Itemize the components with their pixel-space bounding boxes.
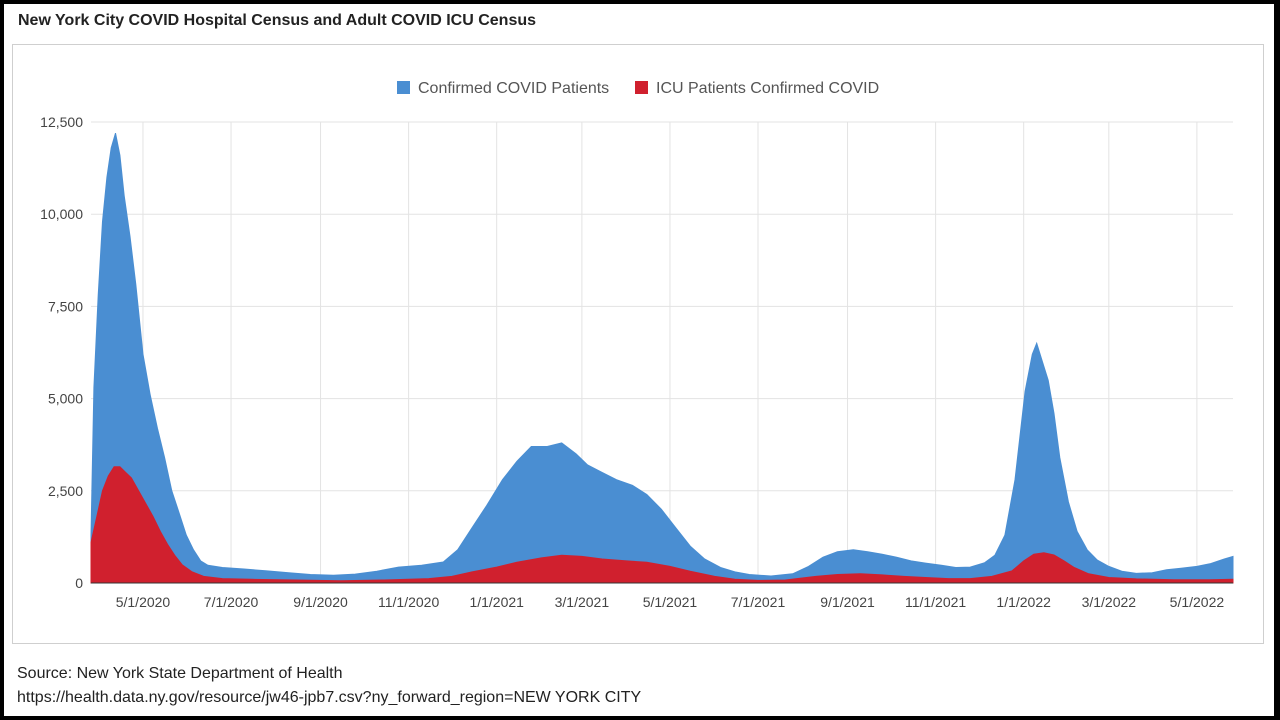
x-tick-label: 7/1/2021 <box>731 594 786 610</box>
area-chart: 0 2,500 5,000 7,500 10,000 12,500 5/1/2020 7/1/… <box>40 80 1234 610</box>
y-tick-label: 12,500 <box>40 114 83 130</box>
series-areas <box>90 132 1234 584</box>
axes: 0 2,500 5,000 7,500 10,000 12,500 5/1/2020 7/1/… <box>40 114 1233 610</box>
series-area-confirmed <box>90 132 1234 584</box>
y-tick-label: 7,500 <box>48 298 83 314</box>
legend: Confirmed COVID Patients ICU Patients Co… <box>397 80 879 97</box>
y-tick-label: 2,500 <box>48 483 83 499</box>
grid-lines <box>91 121 1233 584</box>
y-tick-label: 10,000 <box>40 206 83 222</box>
x-tick-label: 5/1/2021 <box>643 594 698 610</box>
chart-container: 0 2,500 5,000 7,500 10,000 12,500 5/1/2020 7/1/… <box>12 44 1264 644</box>
y-tick-label: 5,000 <box>48 391 83 407</box>
footer: Source: New York State Department of Hea… <box>17 662 641 710</box>
x-tick-label: 5/1/2020 <box>116 594 171 610</box>
legend-label-confirmed: Confirmed COVID Patients <box>418 80 609 97</box>
y-tick-label: 0 <box>75 575 83 591</box>
x-tick-label: 11/1/2021 <box>905 594 966 610</box>
series-area-icu <box>90 466 1234 584</box>
x-tick-label: 9/1/2021 <box>820 594 875 610</box>
x-tick-label: 9/1/2020 <box>293 594 348 610</box>
chart-title: New York City COVID Hospital Census and … <box>18 12 537 29</box>
x-tick-label: 7/1/2020 <box>204 594 259 610</box>
legend-swatch-confirmed <box>397 81 410 94</box>
chart-panel: New York City COVID Hospital Census and … <box>4 4 1274 716</box>
legend-swatch-icu <box>635 81 648 94</box>
x-tick-label: 11/1/2020 <box>378 594 439 610</box>
x-tick-label: 1/1/2021 <box>469 594 524 610</box>
x-tick-label: 3/1/2022 <box>1082 594 1137 610</box>
x-tick-label: 5/1/2022 <box>1170 594 1225 610</box>
source-text: Source: New York State Department of Hea… <box>17 665 343 682</box>
x-tick-label: 1/1/2022 <box>996 594 1051 610</box>
legend-label-icu: ICU Patients Confirmed COVID <box>656 80 879 97</box>
source-url: https://health.data.ny.gov/resource/jw46… <box>17 689 642 706</box>
x-tick-label: 3/1/2021 <box>555 594 610 610</box>
